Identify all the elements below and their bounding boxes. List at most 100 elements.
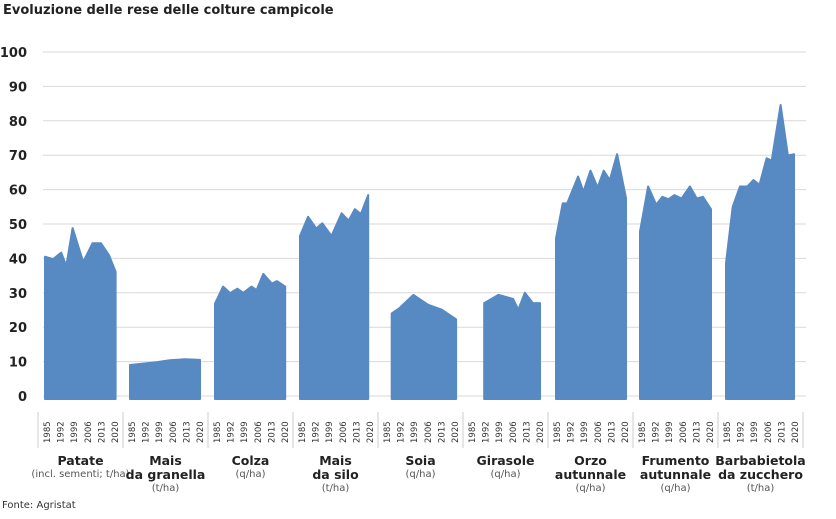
y-tick-label: 70	[9, 149, 27, 164]
area-girasole	[483, 291, 541, 400]
area-mais-da-granella	[129, 358, 201, 400]
x-tick-label: 1999	[410, 421, 420, 443]
x-tick-label: 2013	[267, 421, 277, 443]
x-tick-label: 2020	[281, 421, 291, 443]
crop-label: Patate	[57, 453, 103, 468]
x-tick-label: 2020	[366, 421, 376, 443]
x-tick-label: 1992	[142, 421, 152, 443]
x-tick-label: 1992	[227, 421, 237, 443]
y-tick-label: 30	[9, 287, 27, 302]
unit-label: (q/ha)	[406, 469, 436, 480]
crop-label: Barbabietola	[715, 453, 806, 468]
x-tick-label: 1985	[468, 421, 478, 443]
crop-label: autunnale	[555, 467, 626, 482]
x-tick-label: 2006	[254, 421, 264, 443]
unit-label: (t/ha)	[747, 483, 775, 494]
crop-label: Soia	[405, 453, 435, 468]
unit-label: (q/ha)	[491, 469, 521, 480]
x-tick-label: 1992	[567, 421, 577, 443]
crop-label: Colza	[232, 453, 270, 468]
area-soia	[390, 293, 458, 400]
crop-label: da silo	[312, 467, 359, 482]
x-tick-label: 1999	[70, 421, 80, 443]
x-tick-label: 1992	[57, 421, 67, 443]
crop-label: Orzo	[574, 453, 607, 468]
areas	[44, 104, 795, 400]
x-tick-label: 1992	[737, 421, 747, 443]
unit-label: (q/ha)	[661, 483, 691, 494]
x-tick-label: 2013	[97, 421, 107, 443]
x-tick-label: 1985	[298, 421, 308, 443]
x-tick-label: 1999	[580, 421, 590, 443]
x-tick-label: 1985	[43, 421, 53, 443]
y-tick-label: 80	[9, 115, 27, 130]
unit-label: (t/ha)	[322, 483, 350, 494]
crop-label: autunnale	[640, 467, 711, 482]
x-tick-label: 1999	[750, 421, 760, 443]
x-tick-label: 1985	[638, 421, 648, 443]
x-tick-label: 2020	[111, 421, 121, 443]
unit-label: (q/ha)	[236, 469, 266, 480]
y-tick-label: 0	[18, 390, 27, 405]
x-tick-label: 2020	[196, 421, 206, 443]
crop-label: Mais	[319, 453, 352, 468]
x-tick-label: 2006	[509, 421, 519, 443]
x-tick-label: 1992	[652, 421, 662, 443]
area-barbabietola-da-zucchero	[725, 104, 795, 400]
x-tick-label: 2013	[352, 421, 362, 443]
x-tick-label: 1992	[397, 421, 407, 443]
x-tick-label: 2006	[84, 421, 94, 443]
unit-label: (incl. sementi; t/ha)	[31, 469, 129, 480]
y-tick-label: 50	[9, 218, 27, 233]
y-tick-label: 10	[9, 356, 27, 371]
y-tick-label: 90	[9, 80, 27, 95]
x-tick-label: 1999	[240, 421, 250, 443]
x-tick-label: 1999	[665, 421, 675, 443]
crop-label: Frumento	[642, 453, 710, 468]
area-orzo-autunnale	[555, 153, 627, 400]
unit-label: (q/ha)	[576, 483, 606, 494]
x-tick-label: 2006	[424, 421, 434, 443]
x-tick-label: 1999	[495, 421, 505, 443]
chart-title: Evoluzione delle rese delle colture camp…	[3, 3, 334, 18]
x-tick-label: 2020	[451, 421, 461, 443]
x-tick-label: 2006	[169, 421, 179, 443]
x-tick-label: 1992	[312, 421, 322, 443]
x-tick-label: 1985	[128, 421, 138, 443]
x-tick-label: 1985	[213, 421, 223, 443]
y-tick-label: 60	[9, 184, 27, 199]
crop-label: Girasole	[477, 453, 535, 468]
x-tick-label: 2013	[777, 421, 787, 443]
area-patate	[44, 227, 117, 400]
x-tick-label: 2013	[437, 421, 447, 443]
area-mais-da-silo	[299, 194, 370, 400]
x-tick-label: 1999	[155, 421, 165, 443]
x-tick-label: 2020	[621, 421, 631, 443]
x-tick-label: 1985	[723, 421, 733, 443]
x-tick-label: 2013	[692, 421, 702, 443]
x-tick-label: 2006	[764, 421, 774, 443]
area-colza	[214, 272, 287, 400]
x-tick-label: 2013	[607, 421, 617, 443]
x-tick-label: 2020	[791, 421, 801, 443]
crop-label: Mais	[149, 453, 182, 468]
x-tick-label: 1985	[383, 421, 393, 443]
source-note: Fonte: Agristat	[2, 500, 76, 511]
x-tick-label: 2020	[706, 421, 716, 443]
x-tick-label: 2013	[522, 421, 532, 443]
x-tick-label: 2006	[339, 421, 349, 443]
y-tick-label: 20	[9, 321, 27, 336]
x-tick-label: 2006	[594, 421, 604, 443]
crop-label: da granella	[126, 467, 206, 482]
y-axis: 0 10 20 30 40 50 60 70 80 90 100	[0, 46, 27, 405]
x-tick-label: 1992	[482, 421, 492, 443]
x-tick-label: 1985	[553, 421, 563, 443]
x-tick-label: 2006	[679, 421, 689, 443]
x-tick-label: 2020	[536, 421, 546, 443]
y-tick-label: 40	[9, 252, 27, 267]
unit-label: (t/ha)	[152, 483, 180, 494]
x-tick-label: 1999	[325, 421, 335, 443]
area-frumento-autunnale	[639, 185, 712, 400]
